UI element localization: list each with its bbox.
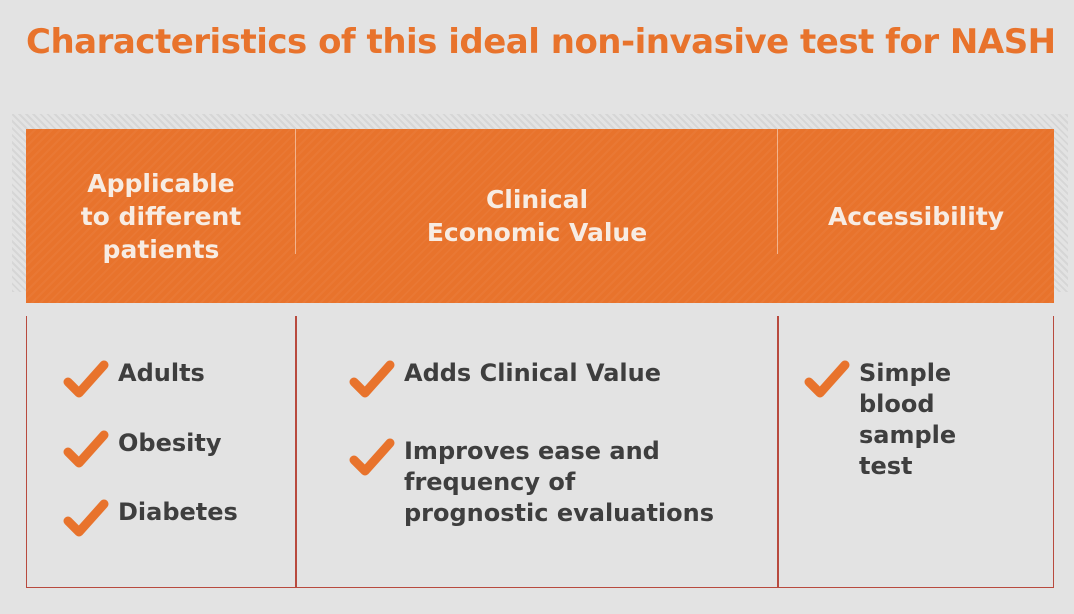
item-text: Adults xyxy=(118,359,205,387)
list-item: Improves ease and frequency of prognosti… xyxy=(348,436,714,529)
checkmark-icon xyxy=(804,360,850,398)
table-header: Applicable to different patients Clinica… xyxy=(26,129,1054,303)
column-divider xyxy=(777,316,779,587)
column-divider xyxy=(295,316,297,587)
checkmark-icon xyxy=(349,438,395,476)
item-text: Simple blood sample test xyxy=(859,359,957,480)
checkmark-icon xyxy=(63,360,109,398)
column-header-clinical-economic-value: Clinical Economic Value xyxy=(426,185,648,247)
header-divider xyxy=(295,129,296,254)
list-item: Adds Clinical Value xyxy=(348,358,661,402)
header-divider xyxy=(777,129,778,254)
column-header-accessibility: Accessibility xyxy=(827,201,1005,231)
checkmark-icon xyxy=(63,430,109,468)
item-text: Obesity xyxy=(118,429,222,457)
item-text: Adds Clinical Value xyxy=(404,359,662,387)
list-item: Simple blood sample test xyxy=(803,358,956,482)
list-item: Obesity xyxy=(62,428,222,472)
checkmark-icon xyxy=(349,360,395,398)
list-item: Adults xyxy=(62,358,205,402)
list-item: Diabetes xyxy=(62,497,238,541)
item-text: Improves ease and frequency of prognosti… xyxy=(404,437,715,527)
page-title: Characteristics of this ideal non-invasi… xyxy=(26,22,1056,62)
checkmark-icon xyxy=(63,499,109,537)
table-body xyxy=(26,316,1054,588)
column-header-patients: Applicable to different patients xyxy=(80,168,242,264)
item-text: Diabetes xyxy=(118,498,238,526)
